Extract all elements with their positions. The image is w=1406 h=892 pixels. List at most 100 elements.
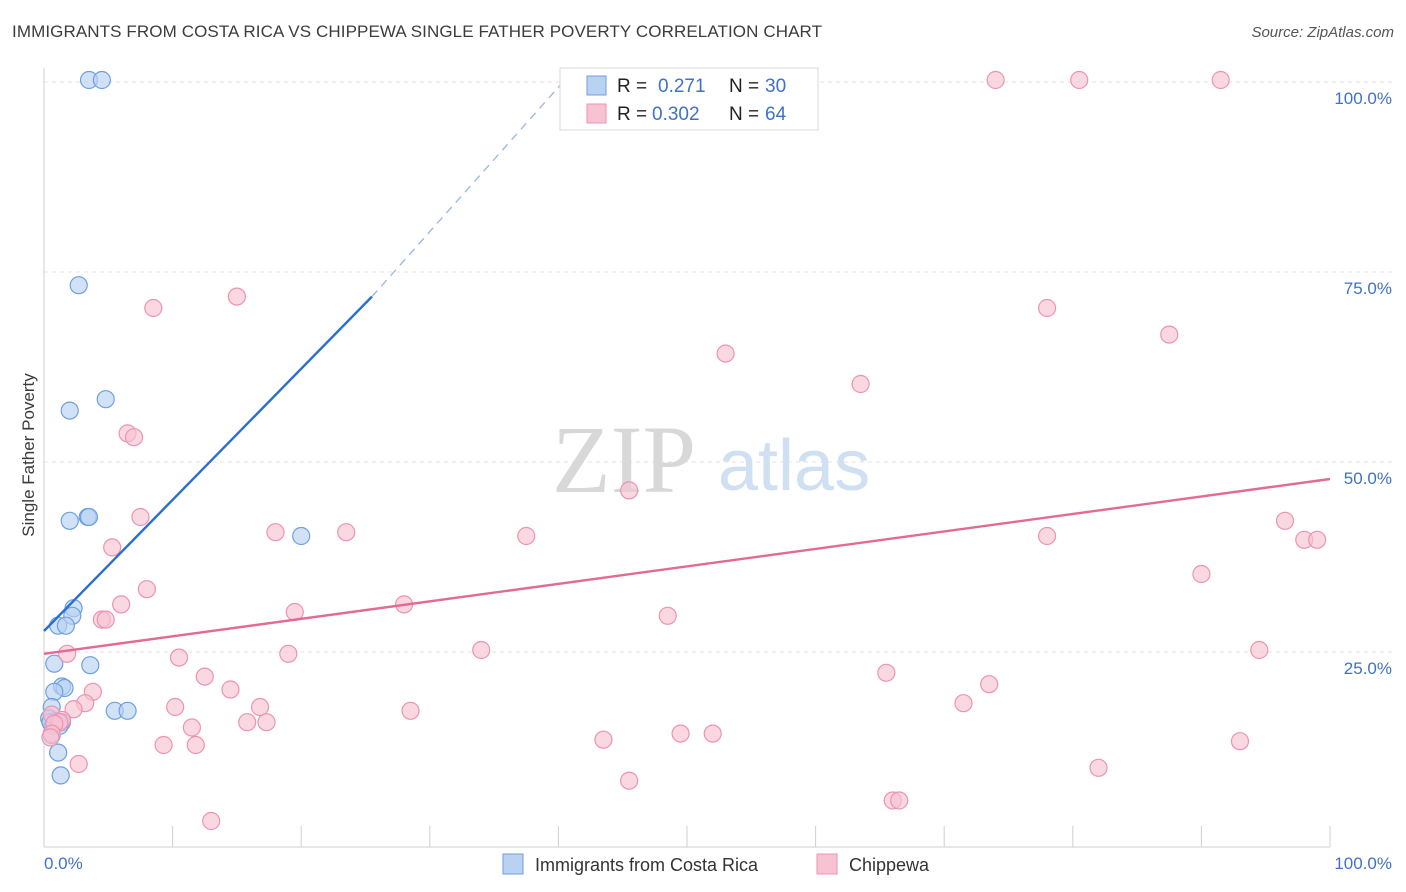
point-chippewa-15	[517, 526, 536, 546]
legend-n-label-costa-rica: N =	[729, 76, 759, 97]
point-chippewa-64	[890, 791, 909, 810]
point-chippewa-50	[257, 713, 276, 732]
point-chippewa-34	[877, 663, 896, 682]
legend-r-value-costa-rica: 0.271	[658, 76, 706, 97]
legend-r-value-chippewa: 0.302	[652, 104, 700, 125]
point-chippewa-2	[1211, 70, 1230, 90]
point-chippewa-11	[620, 481, 639, 500]
point-costa-rica-4	[60, 401, 79, 420]
point-chippewa-14	[337, 523, 356, 542]
point-costa-rica-12	[56, 616, 75, 635]
point-chippewa-54	[594, 730, 613, 749]
y-tick-label-100: 100.0%	[1334, 89, 1392, 108]
point-costa-rica-2	[69, 276, 88, 295]
bottom-legend-swatch-costa-rica	[502, 853, 524, 875]
point-chippewa-16	[1037, 526, 1057, 546]
point-chippewa-37	[221, 680, 240, 699]
trend-line-costa-rica-extension	[371, 79, 566, 298]
point-chippewa-49	[238, 713, 257, 732]
point-chippewa-60	[69, 754, 88, 774]
point-chippewa-7	[716, 344, 735, 363]
point-chippewa-19	[1308, 530, 1327, 549]
y-tick-label-50: 50.0%	[1344, 469, 1392, 488]
point-costa-rica-19	[118, 701, 137, 720]
point-chippewa-22	[137, 580, 156, 599]
bottom-legend-label-chippewa: Chippewa	[849, 855, 930, 875]
bottom-legend-label-costa-rica: Immigrants from Costa Rica	[535, 855, 759, 875]
point-chippewa-51	[182, 718, 201, 737]
point-chippewa-12	[131, 507, 150, 527]
point-costa-rica-8	[292, 526, 311, 546]
legend-swatch-chippewa	[586, 103, 607, 124]
point-chippewa-57	[1230, 732, 1250, 751]
legend-n-value-costa-rica: 30	[765, 76, 786, 97]
series-chippewa-points	[41, 70, 1327, 831]
legend-n-label-chippewa: N =	[729, 104, 759, 125]
point-chippewa-36	[980, 675, 999, 694]
y-tick-label-75: 75.0%	[1344, 279, 1392, 298]
point-costa-rica-3	[96, 390, 115, 409]
trend-lines	[43, 79, 1331, 655]
point-chippewa-30	[169, 648, 189, 667]
trend-line-costa-rica	[43, 295, 373, 632]
point-chippewa-20	[103, 538, 122, 557]
point-chippewa-44	[954, 694, 973, 713]
point-chippewa-10	[124, 428, 144, 447]
point-costa-rica-13	[81, 656, 100, 675]
chart-title: IMMIGRANTS FROM COSTA RICA VS CHIPPEWA S…	[12, 22, 823, 41]
point-chippewa-29	[58, 644, 77, 663]
point-chippewa-32	[472, 640, 491, 660]
point-chippewa-6	[1160, 325, 1179, 344]
point-chippewa-41	[166, 697, 185, 717]
legend-n-value-chippewa: 64	[765, 104, 787, 125]
trend-line-chippewa	[43, 477, 1331, 655]
point-chippewa-17	[1275, 511, 1295, 530]
point-chippewa-56	[703, 724, 722, 743]
point-costa-rica-17	[45, 682, 64, 701]
point-costa-rica-14	[45, 654, 64, 673]
point-chippewa-35	[195, 667, 214, 686]
point-chippewa-5	[1037, 298, 1057, 318]
point-chippewa-61	[1089, 758, 1108, 777]
point-chippewa-62	[620, 771, 639, 790]
point-chippewa-58	[154, 735, 173, 755]
watermark-atlas: atlas	[718, 426, 870, 506]
point-chippewa-8	[851, 374, 870, 394]
point-chippewa-31	[279, 644, 298, 663]
point-costa-rica-1	[92, 70, 111, 90]
point-chippewa-28	[96, 610, 115, 629]
point-chippewa-33	[1250, 640, 1269, 660]
x-axis-ticks	[43, 826, 1331, 847]
bottom-legend-swatch-chippewa	[816, 853, 838, 875]
point-chippewa-40	[64, 700, 83, 719]
point-chippewa-65	[202, 811, 221, 831]
point-costa-rica-28	[51, 766, 70, 785]
point-chippewa-59	[186, 735, 205, 755]
point-chippewa-26	[658, 606, 677, 625]
bottom-legend: Immigrants from Costa Rica Chippewa	[502, 853, 930, 875]
grid	[44, 81, 1392, 653]
y-tick-label-25: 25.0%	[1344, 659, 1392, 678]
point-chippewa-23	[112, 595, 131, 614]
point-chippewa-1	[1070, 70, 1089, 90]
series-costa-rica-points	[40, 70, 311, 785]
legend-box: R = 0.271 N = 30 R = 0.302 N = 64	[559, 67, 819, 131]
point-chippewa-4	[144, 298, 163, 318]
x-tick-label-min: 0.0%	[44, 854, 83, 873]
legend-r-label-chippewa: R =	[617, 104, 647, 125]
point-costa-rica-7	[79, 507, 99, 527]
source-label: Source: ZipAtlas.com	[1251, 24, 1394, 41]
point-chippewa-53	[41, 728, 60, 747]
point-chippewa-21	[1192, 564, 1211, 584]
point-chippewa-0	[986, 70, 1005, 90]
point-costa-rica-27	[49, 743, 68, 762]
y-axis-title: Single Father Poverty	[19, 373, 38, 537]
legend-swatch-costa-rica	[586, 75, 607, 96]
point-chippewa-55	[671, 724, 690, 743]
point-chippewa-13	[266, 523, 285, 542]
legend-r-label-costa-rica: R =	[617, 76, 647, 97]
x-tick-label-max: 100.0%	[1334, 854, 1392, 873]
point-chippewa-3	[227, 287, 246, 306]
y-tick-labels: 25.0% 50.0% 75.0% 100.0%	[1334, 89, 1392, 678]
